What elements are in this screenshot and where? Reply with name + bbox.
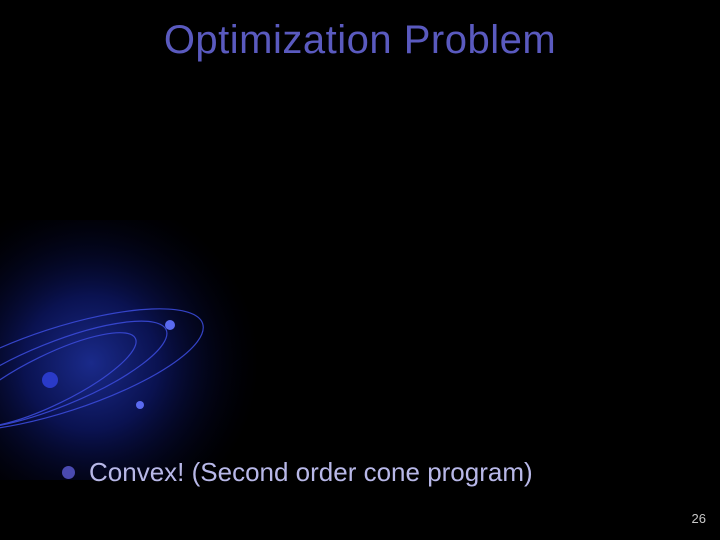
page-number: 26	[692, 511, 706, 526]
bullet-dot-icon	[62, 466, 75, 479]
bullet-item: Convex! (Second order cone program)	[62, 457, 533, 488]
slide: Optimization Problem Convex! (Second ord…	[0, 0, 720, 540]
orbit-graphic	[0, 220, 260, 480]
bullet-text: Convex! (Second order cone program)	[89, 457, 533, 488]
slide-title: Optimization Problem	[0, 18, 720, 63]
